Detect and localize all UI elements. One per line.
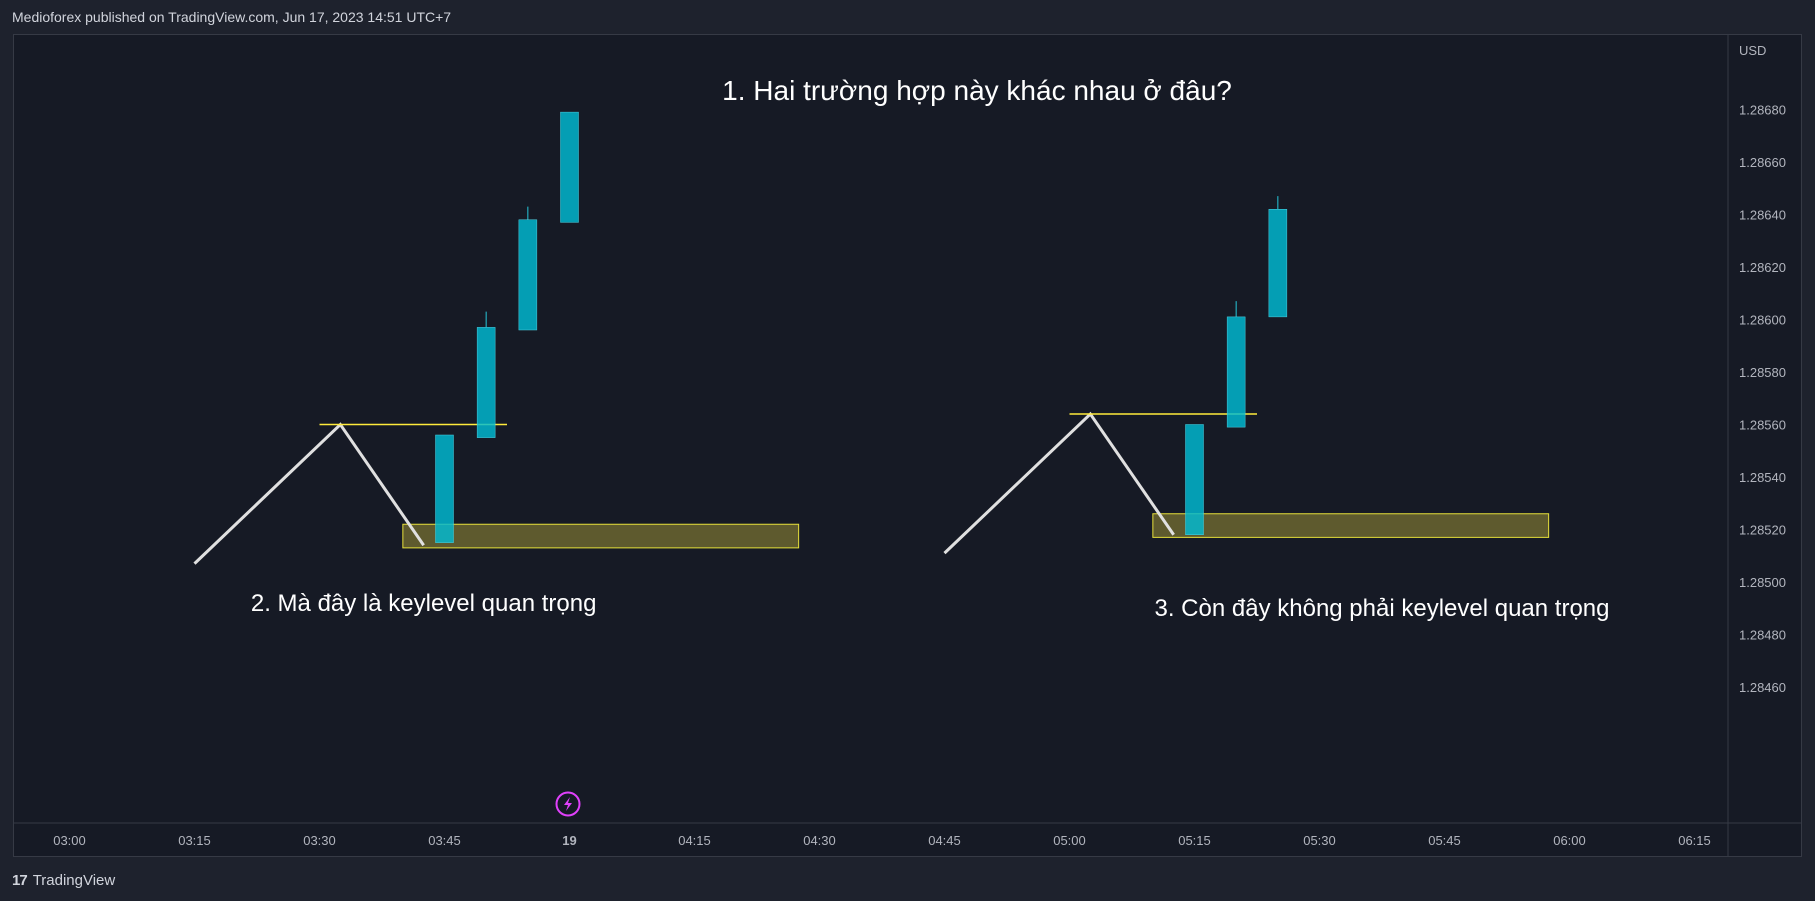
time-tick-label: 03:30	[303, 833, 336, 848]
time-tick-label: 05:00	[1053, 833, 1086, 848]
price-tick-label: 1.28460	[1739, 680, 1786, 695]
price-tick-label: 1.28680	[1739, 103, 1786, 118]
candle-body[interactable]	[518, 219, 538, 331]
keylevel-zone[interactable]	[402, 523, 800, 549]
price-tick-label: 1.28500	[1739, 575, 1786, 590]
price-axis[interactable]: 1.28460 1.28480 1.28500 1.28520 1.28540 1.285…	[1739, 103, 1786, 696]
price-tick-label: 1.28520	[1739, 523, 1786, 538]
time-tick-label: 04:45	[928, 833, 961, 848]
price-tick-label: 1.28600	[1739, 313, 1786, 328]
price-tick-label: 1.28660	[1739, 155, 1786, 170]
time-tick-label: 04:15	[678, 833, 711, 848]
time-tick-label: 03:00	[53, 833, 86, 848]
time-axis[interactable]: 03:00 03:15 03:30 03:45 19 04:15 04:30 04:45 05:…	[53, 833, 1711, 848]
price-tick-label: 1.28540	[1739, 470, 1786, 485]
price-tick-label: 1.28580	[1739, 365, 1786, 380]
time-tick-label: 06:00	[1553, 833, 1586, 848]
time-tick-label: 04:30	[803, 833, 836, 848]
currency-label: USD	[1739, 43, 1766, 58]
time-tick-label: 05:30	[1303, 833, 1336, 848]
chart-annotation: 3. Còn đây không phải keylevel quan trọn…	[1155, 595, 1610, 622]
swing-line[interactable]	[943, 411, 1175, 555]
keylevel-zone[interactable]	[1152, 513, 1550, 538]
time-tick-label: 05:15	[1178, 833, 1211, 848]
chart-frame	[13, 34, 1802, 857]
candle-body[interactable]	[1268, 209, 1288, 318]
chart-annotation: 2. Mà đây là keylevel quan trọng	[251, 590, 597, 617]
candle-body[interactable]	[1185, 424, 1204, 535]
footer-brand[interactable]: 17 TradingView	[12, 869, 115, 891]
price-tick-label: 1.28560	[1739, 418, 1786, 433]
time-tick-label: 06:15	[1678, 833, 1711, 848]
price-tick-label: 1.28480	[1739, 628, 1786, 643]
candle-body[interactable]	[560, 111, 579, 223]
time-tick-label: 03:45	[428, 833, 461, 848]
candle-body[interactable]	[435, 434, 454, 543]
candle-body[interactable]	[476, 327, 496, 438]
publish-info: Medioforex published on TradingView.com,…	[12, 9, 452, 25]
candle-body[interactable]	[1226, 316, 1246, 428]
tradingview-logo-icon: 17	[12, 871, 28, 889]
brand-name: TradingView	[32, 871, 116, 889]
price-tick-label: 1.28640	[1739, 208, 1786, 223]
plot-area[interactable]: 2. Mà đây là keylevel quan trọng 3. Còn đ…	[193, 111, 1610, 622]
chart-title: 1. Hai trường hợp này khác nhau ở đâu?	[722, 75, 1232, 106]
swing-line[interactable]	[193, 422, 425, 565]
price-chart[interactable]: 2. Mà đây là keylevel quan trọng 3. Còn đ…	[13, 34, 1802, 857]
time-tick-label: 19	[562, 833, 576, 848]
lightning-icon[interactable]	[555, 791, 581, 817]
price-tick-label: 1.28620	[1739, 260, 1786, 275]
time-tick-label: 03:15	[178, 833, 211, 848]
time-tick-label: 05:45	[1428, 833, 1461, 848]
